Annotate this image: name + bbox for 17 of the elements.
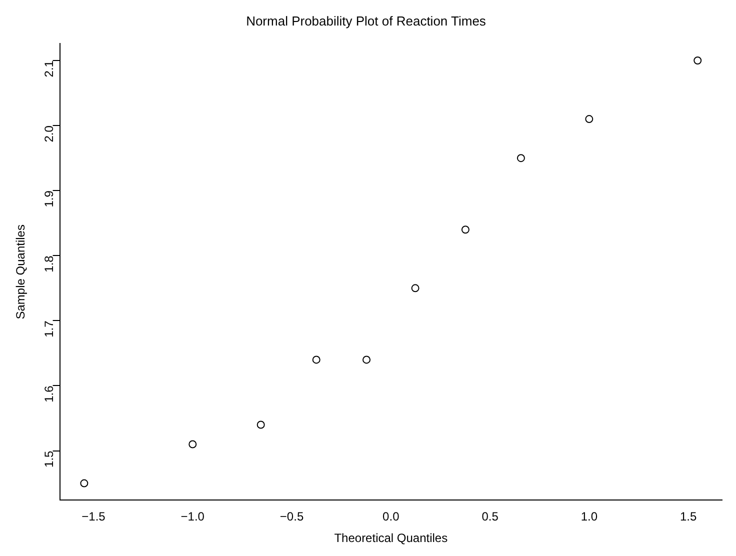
x-tick-label: −1.0 <box>180 510 205 524</box>
y-tick-label: 1.7 <box>42 320 56 338</box>
y-tick-label: 1.8 <box>42 255 56 272</box>
x-tick-label: 1.5 <box>680 510 697 524</box>
x-tick-label: −0.5 <box>280 510 304 524</box>
y-tick-label: 2.0 <box>42 125 56 142</box>
y-tick-label: 1.6 <box>42 385 56 402</box>
y-axis-title: Sample Quantiles <box>14 224 28 320</box>
x-tick-label: 1.0 <box>580 510 598 524</box>
y-tick-label: 1.5 <box>42 450 56 468</box>
y-tick-label: 1.9 <box>42 190 56 208</box>
x-tick-label: −1.5 <box>82 510 106 524</box>
chart-title: Normal Probability Plot of Reaction Times <box>246 13 486 28</box>
x-axis-title: Theoretical Quantiles <box>334 531 448 546</box>
y-tick-label: 2.1 <box>42 60 56 78</box>
x-tick-label: 0.5 <box>482 510 499 524</box>
x-tick-label: 0.0 <box>382 510 400 524</box>
